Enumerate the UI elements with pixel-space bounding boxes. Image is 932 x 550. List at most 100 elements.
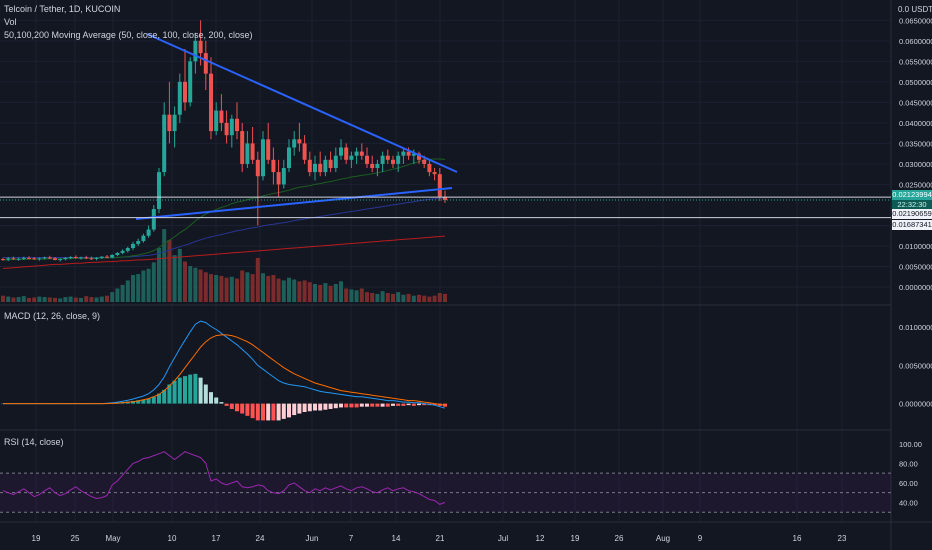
- volume-bar: [219, 275, 224, 302]
- volume-bar: [359, 288, 364, 302]
- volume-bar: [411, 295, 416, 302]
- hline-price-badge: 0.01687341: [892, 220, 932, 230]
- volume-bar: [276, 278, 281, 302]
- macd-histogram-bar: [422, 403, 427, 406]
- volume-legend[interactable]: Vol: [4, 17, 17, 27]
- candle-body: [32, 258, 37, 260]
- volume-bar: [37, 296, 42, 302]
- volume-bar: [422, 295, 427, 302]
- volume-bar: [313, 284, 317, 302]
- candle-body: [42, 257, 47, 259]
- macd-histogram-bar: [443, 403, 447, 407]
- candle-body: [193, 40, 198, 62]
- macd-histogram-bar: [287, 403, 291, 418]
- candle-body: [99, 256, 104, 258]
- rsi-tick-label: 40.00: [899, 498, 918, 507]
- symbol-title[interactable]: Telcoin / Tether, 1D, KUCOIN: [4, 4, 121, 14]
- macd-histogram-bar: [276, 403, 281, 421]
- price-tick-label: 0.01000000: [899, 242, 932, 251]
- candle-body: [354, 151, 359, 156]
- macd-histogram-bar: [229, 403, 234, 409]
- candle-body: [47, 257, 52, 259]
- price-panel: [0, 20, 891, 302]
- candle-body: [79, 257, 83, 259]
- volume-bar: [58, 298, 63, 302]
- volume-bar: [209, 274, 213, 302]
- price-tick-label: 0.05000000: [899, 78, 932, 87]
- volume-bar: [32, 297, 37, 302]
- macd-histogram-bar: [401, 403, 406, 406]
- rsi-tick-label: 80.00: [899, 459, 918, 468]
- macd-histogram-bar: [131, 400, 135, 404]
- candle-body: [302, 143, 307, 160]
- volume-bar: [1, 295, 5, 302]
- last-price-badge: 0.02123994: [892, 190, 932, 200]
- candle-body: [375, 163, 380, 169]
- macd-histogram-bar: [365, 403, 369, 407]
- volume-bar: [125, 280, 130, 302]
- volume-bar: [157, 248, 161, 302]
- rsi-tick-label: 100.00: [899, 440, 922, 449]
- volume-bar: [141, 270, 146, 302]
- candle-body: [411, 153, 416, 156]
- candle-body: [365, 155, 369, 164]
- macd-histogram-bar: [354, 403, 359, 408]
- candle-body: [323, 159, 328, 173]
- candle-body: [292, 139, 297, 148]
- macd-legend[interactable]: MACD (12, 26, close, 9): [4, 311, 101, 321]
- macd-histogram-bar: [344, 403, 349, 408]
- volume-bar: [53, 297, 57, 302]
- time-tick-label: 19: [571, 534, 580, 543]
- volume-bar: [146, 268, 151, 302]
- candle-body: [437, 174, 442, 197]
- macd-histogram-bar: [183, 376, 187, 404]
- macd-histogram-bar: [146, 398, 151, 404]
- rsi-panel: [0, 451, 891, 513]
- macd-histogram-bar: [162, 389, 167, 404]
- volume-bar: [11, 297, 16, 302]
- candle-body: [94, 257, 99, 259]
- volume-bar: [229, 276, 234, 302]
- moving-average-legend[interactable]: 50,100,200 Moving Average (50, close, 10…: [4, 30, 253, 40]
- candle-body: [333, 155, 338, 169]
- candle-body: [141, 235, 146, 242]
- macd-histogram-bar: [333, 403, 338, 409]
- volume-bar: [188, 266, 193, 302]
- candle-body: [245, 143, 250, 164]
- volume-bar: [151, 262, 156, 302]
- price-tick-label: 0.04000000: [899, 119, 932, 128]
- ma50-line: [3, 158, 446, 261]
- volume-bar: [136, 274, 141, 302]
- volume-bar: [84, 296, 89, 302]
- candle-body: [73, 257, 78, 259]
- candle-body: [11, 258, 16, 260]
- volume-bar: [318, 284, 323, 302]
- ma200-line: [2, 235, 446, 269]
- volume-bar: [99, 296, 104, 302]
- macd-tick-label: 0.01000000: [899, 323, 932, 332]
- time-tick-label: May: [105, 534, 120, 543]
- candle-body: [235, 118, 239, 132]
- price-tick-label: 0.05500000: [899, 57, 932, 66]
- time-tick-label: Jun: [306, 534, 319, 543]
- macd-histogram-bar: [391, 403, 395, 406]
- candle-body: [401, 151, 406, 156]
- volume-bar: [21, 296, 26, 302]
- rsi-legend[interactable]: RSI (14, close): [4, 437, 64, 447]
- time-tick-label: 12: [536, 534, 545, 543]
- volume-bar: [167, 239, 172, 302]
- time-tick-label: Jul: [498, 534, 508, 543]
- volume-bar: [437, 293, 442, 302]
- candle-body: [157, 172, 161, 210]
- macd-histogram-bar: [224, 403, 229, 406]
- macd-histogram-bar: [245, 403, 250, 416]
- candle-body: [89, 258, 94, 260]
- countdown-badge: 22:32:30: [892, 200, 932, 210]
- candle-body: [167, 114, 172, 132]
- macd-histogram-bar: [209, 392, 213, 404]
- macd-histogram-bar: [157, 393, 161, 404]
- trendline-upper: [146, 33, 458, 173]
- macd-histogram-bar: [214, 397, 219, 404]
- macd-histogram-bar: [219, 402, 224, 404]
